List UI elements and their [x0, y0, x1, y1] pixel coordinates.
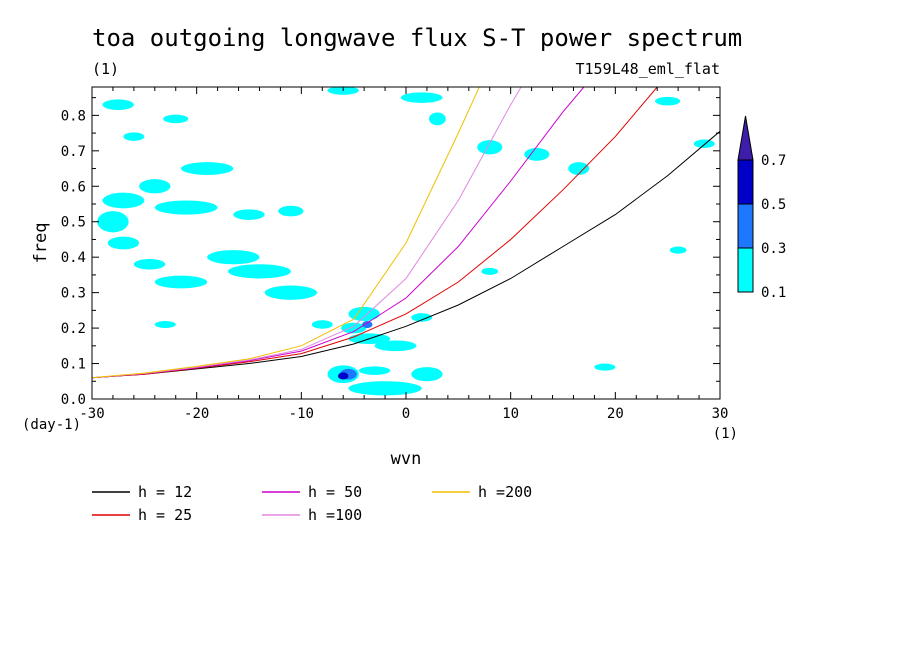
contour-fill-0.1: [311, 320, 333, 329]
contour-fill-0.1: [228, 264, 291, 279]
y-tick-label: 0.6: [61, 179, 86, 195]
contour-fill-0.1: [594, 363, 616, 371]
colorbar-label: 0.3: [761, 241, 786, 257]
contour-fill-0.1: [233, 209, 265, 220]
contour-fill-0.1: [133, 258, 166, 270]
x-tick-label: -30: [79, 406, 104, 422]
x-tick-label: 0: [402, 406, 410, 422]
colorbar-label: 0.1: [761, 285, 786, 301]
x-axis: -30 -20 -10 0 10 20 30: [79, 87, 728, 422]
y-tick-label: 0.8: [61, 108, 86, 124]
contour-fill-0.1: [568, 162, 590, 175]
x-tick-label: 10: [502, 406, 519, 422]
x-axis-label: wvn: [391, 449, 422, 469]
contour-fill-0.1: [154, 200, 218, 215]
contour-fill-0.1: [139, 179, 171, 194]
contour-fill-0.5: [337, 372, 349, 380]
x-tick-label: 20: [607, 406, 624, 422]
x-tick-label: -10: [289, 406, 314, 422]
colorbar-extend-triangle: [737, 115, 754, 161]
contour-fill-0.1: [358, 366, 391, 375]
contour-fill-0.1: [669, 246, 687, 254]
x-tick-label: -20: [184, 406, 209, 422]
y-tick-label: 0.4: [61, 250, 86, 266]
y-tick-label: 0.0: [61, 392, 86, 408]
legend-label: h = 12: [138, 483, 192, 501]
contour-fill-0.1: [411, 313, 433, 322]
colorbar-segment: [737, 203, 754, 249]
contour-fill-0.1: [693, 139, 715, 148]
legend-label: h = 50: [308, 483, 362, 501]
contour-fill-0.1: [477, 140, 503, 155]
contour-fill-0.3: [362, 321, 373, 329]
y-tick-label: 0.1: [61, 357, 86, 373]
legend-label: h =200: [478, 483, 532, 501]
y-axis-label: freq: [31, 223, 51, 264]
colorbar-label: 0.5: [761, 197, 786, 213]
chart-title: toa outgoing longwave flux S-T power spe…: [92, 24, 742, 52]
contour-fill-0.1: [341, 322, 367, 334]
series-line-3: [92, 87, 522, 379]
legend-label: h = 25: [138, 506, 192, 524]
y-unit-label: (day-1): [22, 417, 81, 433]
contour-fill-0.1: [154, 321, 176, 329]
subtitle-left: (1): [92, 60, 119, 78]
x-tick-label: 30: [712, 406, 729, 422]
y-tick-label: 0.3: [61, 286, 86, 302]
contour-fill-0.1: [264, 285, 318, 300]
series-line-2: [92, 87, 585, 379]
contour-fill-0.1: [524, 147, 550, 161]
contour-fill-0.1: [374, 340, 417, 352]
colorbar-segment: [737, 247, 754, 293]
contour-fill-0.1: [655, 96, 681, 106]
contour-fill-0.1: [102, 192, 145, 209]
legend: h = 12 h = 25 h = 50 h =100 h =200: [92, 483, 532, 524]
contour-fill-0.1: [481, 267, 499, 275]
colorbar-segment: [737, 159, 754, 205]
colorbar: 0.1 0.3 0.5 0.7: [737, 115, 786, 301]
legend-label: h =100: [308, 506, 362, 524]
contour-fill-0.1: [429, 112, 446, 126]
contour-fill-0.1: [107, 236, 140, 250]
contour-fill-0.1: [163, 114, 189, 124]
y-tick-label: 0.5: [61, 215, 86, 231]
contour-fill-0.1: [154, 275, 208, 289]
filled-contours: [97, 86, 715, 396]
y-tick-label: 0.7: [61, 144, 86, 160]
subtitle-right: T159L48_eml_flat: [576, 60, 721, 78]
contour-fill-0.1: [207, 250, 260, 265]
series-line-0: [92, 130, 720, 379]
contour-fill-0.1: [180, 162, 234, 175]
contour-fill-0.1: [400, 92, 443, 103]
contour-fill-0.1: [278, 205, 304, 217]
contour-fill-0.1: [348, 306, 380, 321]
colorbar-label: 0.7: [761, 153, 786, 169]
y-tick-label: 0.2: [61, 321, 86, 337]
y-axis: 0.0 0.1 0.2 0.3 0.4 0.5 0.6 0.7 0.8: [61, 97, 720, 408]
contour-fill-0.1: [348, 381, 422, 396]
dispersion-curves: [92, 87, 720, 379]
contour-fill-0.1: [97, 211, 129, 233]
x-unit-label: (1): [713, 426, 738, 442]
contour-fill-0.1: [123, 132, 145, 141]
contour-fill-0.1: [411, 367, 443, 382]
contour-fill-0.1: [102, 99, 134, 111]
series-line-4: [92, 87, 480, 379]
